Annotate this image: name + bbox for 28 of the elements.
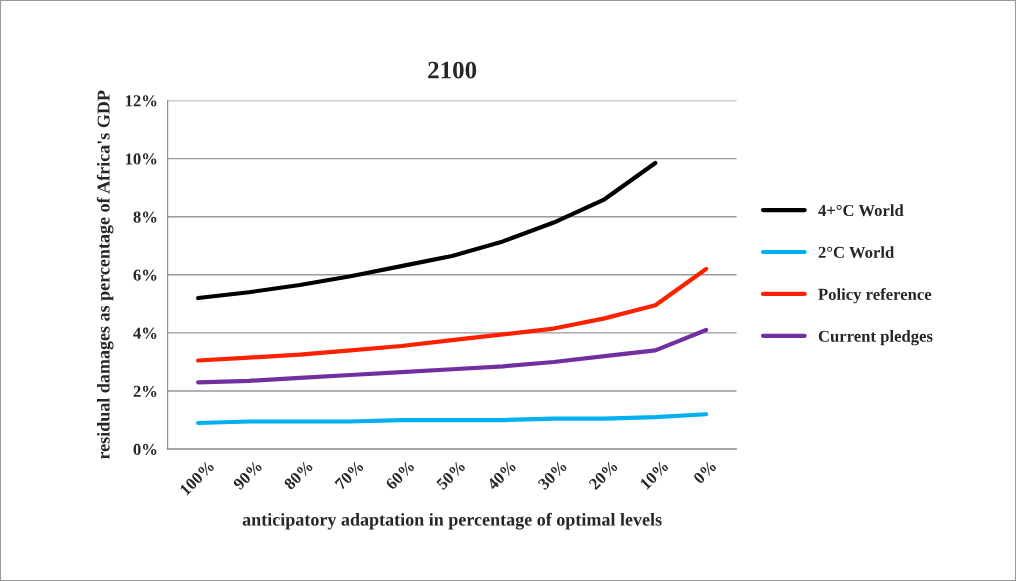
x-tick-label: 20% <box>588 460 619 491</box>
x-tick-label: 70% <box>334 460 365 491</box>
x-tick-label: 90% <box>232 460 263 491</box>
x-tick-label: 60% <box>384 460 415 491</box>
legend-label: Policy reference <box>818 288 932 304</box>
x-tick-label: 40% <box>486 460 517 491</box>
y-axis-title: residual damages as percentage of Africa's GDP <box>96 90 114 460</box>
x-axis-title: anticipatory adaptation in percentage of optimal levels <box>242 512 662 530</box>
y-tick-label: 6% <box>133 269 157 281</box>
chart-title: 2100 <box>428 61 477 79</box>
y-tick-label: 4% <box>133 327 157 339</box>
x-tick-label: 30% <box>537 460 568 491</box>
line-series <box>196 266 709 363</box>
line-series <box>196 327 709 385</box>
y-tick-label: 2% <box>133 385 157 398</box>
line-series <box>196 160 658 301</box>
line-series <box>196 412 709 426</box>
x-tick-label: 50% <box>435 460 466 491</box>
legend-label: 4+°C World <box>818 204 904 217</box>
legend-label: 2°C World <box>818 246 895 259</box>
y-tick-label: 10% <box>125 153 157 165</box>
x-tick-label: 0% <box>692 460 717 485</box>
x-tick-label: 80% <box>283 460 314 491</box>
x-tick-label: 10% <box>639 460 669 490</box>
legend-label: Current pledges <box>818 330 933 346</box>
y-tick-label: 0% <box>133 443 157 456</box>
y-tick-label: 12% <box>125 95 157 107</box>
y-tick-label: 8% <box>133 211 157 223</box>
